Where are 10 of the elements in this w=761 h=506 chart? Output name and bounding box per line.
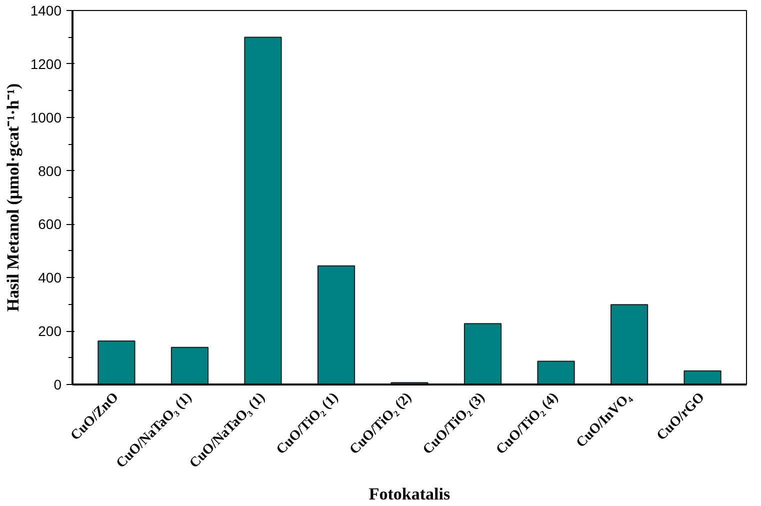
y-tick-label: 1400 <box>30 2 62 18</box>
y-tick-label: 800 <box>38 162 62 179</box>
y-tick-label: 200 <box>38 323 62 340</box>
y-tick-label: 1000 <box>30 109 62 126</box>
y-tick-label: 600 <box>38 216 62 232</box>
y-tick-label: 0 <box>54 376 62 392</box>
y-tick-label: 1200 <box>30 56 62 72</box>
y-tick-label: 400 <box>38 270 62 286</box>
x-axis-title: Fotokatalis <box>368 484 450 504</box>
y-axis-title: Hasil Metanol (μmol·gcat⁻¹·h⁻¹) <box>3 83 22 312</box>
